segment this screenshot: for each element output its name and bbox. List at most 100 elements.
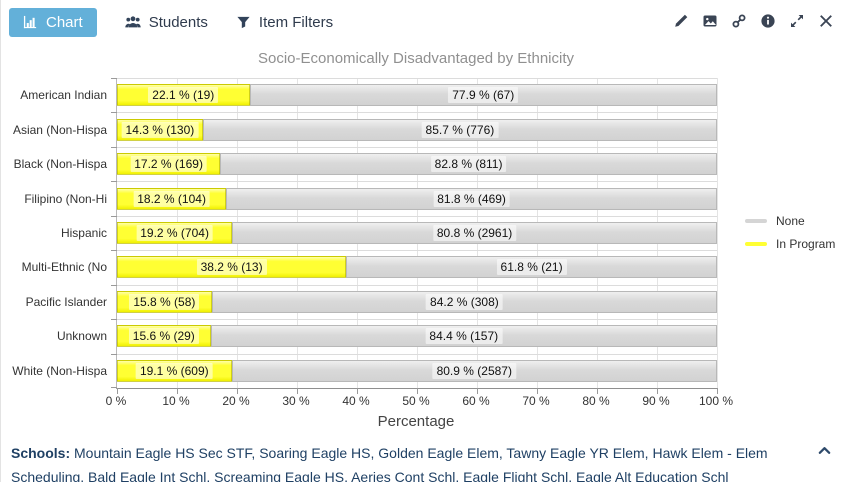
bar-value-label: 82.8 % (811)	[430, 156, 507, 173]
legend-label: None	[776, 214, 805, 228]
x-axis-tick-label: 90 %	[642, 394, 670, 408]
info-icon[interactable]	[760, 13, 776, 29]
x-axis-tick	[237, 388, 238, 394]
gridline-vertical	[717, 78, 718, 388]
gridline-horizontal	[117, 250, 717, 252]
bar-segment-none[interactable]: 77.9 % (67)	[249, 84, 717, 107]
bar-value-label: 61.8 % (21)	[496, 259, 567, 276]
bar-value-label: 80.8 % (2961)	[432, 225, 517, 241]
bar-segment-none[interactable]: 84.2 % (308)	[211, 290, 717, 313]
x-axis-tick-label: 50 %	[402, 394, 430, 408]
tab-bar: Chart Students Item Filters	[1, 0, 843, 44]
x-axis-tick	[177, 388, 178, 394]
chart-title: Socio-Economically Disadvantaged by Ethn…	[258, 50, 574, 67]
plot-area: 22.1 % (19) 77.9 % (67) 14.3 % (130) 85.7 %…	[111, 78, 718, 394]
tab-item-filters[interactable]: Item Filters	[236, 14, 333, 31]
y-axis-tick	[111, 215, 117, 217]
y-axis-tick	[111, 78, 117, 79]
bar-value-label: 15.6 % (29)	[128, 328, 199, 345]
x-axis-tick-label: 10 %	[162, 394, 190, 408]
bar-segment-none[interactable]: 80.8 % (2961)	[232, 222, 717, 244]
expand-icon[interactable]	[789, 13, 805, 29]
x-axis-tick	[537, 388, 538, 394]
link-icon[interactable]	[731, 13, 747, 29]
category-label: Filipino (Non-Hi	[24, 191, 107, 206]
bar-value-label: 84.2 % (308)	[426, 293, 503, 310]
gridline-horizontal	[117, 215, 717, 217]
tab-students-label: Students	[148, 13, 208, 31]
bar-value-label: 18.2 % (104)	[133, 190, 210, 207]
bar-segment-none[interactable]: 85.7 % (776)	[202, 118, 717, 141]
x-axis-tick	[717, 388, 718, 394]
x-axis-title: Percentage	[377, 413, 455, 430]
bar-segment-in-program[interactable]: 17.2 % (169)	[117, 153, 221, 176]
schools-list: Mountain Eagle HS Sec STF, Soaring Eagle…	[11, 445, 768, 482]
chart-legend: None In Program	[745, 214, 835, 251]
export-image-icon[interactable]	[702, 13, 718, 29]
category-label: Black (Non-Hispa	[13, 157, 107, 172]
bar-value-label: 77.9 % (67)	[448, 87, 519, 104]
bar-value-label: 84.4 % (157)	[425, 328, 503, 345]
y-axis-tick	[111, 284, 117, 286]
tab-item-filters-label: Item Filters	[258, 13, 334, 31]
legend-swatch	[745, 242, 767, 246]
tab-chart-label: Chart	[46, 13, 83, 31]
x-axis-tick	[417, 388, 418, 394]
y-axis-tick	[111, 181, 117, 183]
category-label: White (Non-Hispa	[12, 363, 107, 378]
bar-segment-none[interactable]: 80.9 % (2587)	[231, 359, 717, 382]
y-axis-tick	[111, 387, 117, 388]
bar-segment-none[interactable]: 81.8 % (469)	[226, 187, 717, 210]
x-axis-tick-label: 60 %	[462, 394, 490, 408]
x-axis-tick	[597, 388, 598, 394]
x-axis-tick	[117, 388, 118, 394]
x-axis-tick-label: 70 %	[522, 394, 550, 408]
bar-value-label: 22.1 % (19)	[148, 87, 219, 104]
bar-value-label: 19.1 % (609)	[135, 362, 213, 379]
bar-segment-in-program[interactable]: 15.6 % (29)	[117, 325, 211, 348]
legend-label: In Program	[776, 237, 836, 251]
gridline-horizontal	[117, 181, 717, 183]
gridline-horizontal	[117, 284, 717, 286]
x-axis-tick-label: 80 %	[582, 394, 610, 408]
bar-value-label: 17.2 % (169)	[130, 156, 207, 173]
bar-segment-in-program[interactable]: 19.2 % (704)	[117, 222, 233, 244]
close-icon[interactable]	[818, 13, 834, 29]
bar-value-label: 85.7 % (776)	[421, 121, 499, 138]
gridline-horizontal	[117, 112, 717, 114]
x-axis-tick	[477, 388, 478, 394]
tab-chart[interactable]: Chart	[9, 7, 97, 37]
bar-value-label: 15.8 % (58)	[129, 293, 200, 310]
bar-segment-none[interactable]: 82.8 % (811)	[220, 153, 717, 176]
legend-item-none[interactable]: None	[745, 214, 835, 228]
bar-segment-in-program[interactable]: 38.2 % (13)	[117, 256, 347, 279]
y-axis-tick	[111, 353, 117, 355]
bar-segment-in-program[interactable]: 14.3 % (130)	[117, 118, 203, 141]
y-axis-tick	[111, 112, 117, 114]
bar-value-label: 14.3 % (130)	[121, 121, 199, 138]
gridline-horizontal	[117, 353, 717, 355]
legend-swatch	[745, 219, 767, 223]
x-axis-tick	[357, 388, 358, 394]
y-axis-tick	[111, 146, 117, 148]
bar-segment-in-program[interactable]: 22.1 % (19)	[117, 84, 250, 107]
bar-segment-none[interactable]: 61.8 % (21)	[346, 256, 717, 279]
gridline-horizontal	[117, 146, 717, 148]
y-axis-tick	[111, 250, 117, 252]
bar-value-label: 38.2 % (13)	[196, 259, 267, 276]
category-label: Asian (Non-Hispa	[12, 122, 107, 137]
x-axis-tick	[297, 388, 298, 394]
bar-segment-none[interactable]: 84.4 % (157)	[210, 325, 717, 348]
legend-item-in-program[interactable]: In Program	[745, 237, 835, 251]
gridline-horizontal	[117, 78, 717, 79]
bar-chart-icon	[23, 15, 38, 30]
tab-students[interactable]: Students	[124, 13, 208, 31]
bar-segment-in-program[interactable]: 15.8 % (58)	[117, 290, 212, 313]
edit-pencil-icon[interactable]	[673, 13, 689, 29]
x-axis-tick	[657, 388, 658, 394]
bar-segment-in-program[interactable]: 18.2 % (104)	[117, 187, 227, 210]
bar-segment-in-program[interactable]: 19.1 % (609)	[117, 359, 232, 382]
bar-value-label: 81.8 % (469)	[433, 190, 510, 207]
chevron-up-icon[interactable]	[817, 443, 832, 458]
